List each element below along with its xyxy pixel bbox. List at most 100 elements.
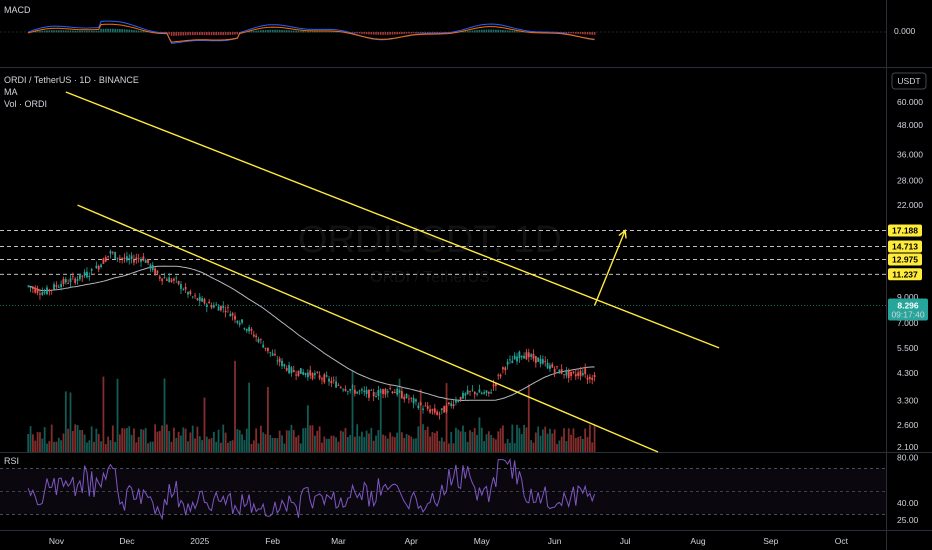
- macd-histogram-bar: [579, 32, 582, 35]
- macd-histogram-bar: [408, 32, 410, 34]
- macd-histogram-bar: [567, 32, 570, 34]
- candle: [36, 285, 39, 296]
- volume-bar: [29, 426, 32, 452]
- macd-histogram-bar: [375, 32, 377, 35]
- macd-histogram-bar: [593, 32, 596, 35]
- candle: [168, 273, 171, 283]
- volume-bar: [116, 378, 119, 452]
- candle: [361, 387, 363, 395]
- volume-bar: [332, 435, 335, 452]
- candle: [365, 386, 368, 398]
- volume-bar: [149, 441, 152, 452]
- volume-bar: [102, 376, 105, 452]
- candle: [95, 261, 98, 269]
- candle: [346, 390, 349, 395]
- channel-lower-line[interactable]: [77, 204, 659, 453]
- macd-histogram-bar: [126, 29, 128, 33]
- time-tick-label: Sep: [763, 536, 778, 546]
- volume-bar: [88, 440, 91, 452]
- macd-histogram-bar: [330, 31, 333, 33]
- volume-bar: [436, 431, 439, 452]
- candle: [511, 355, 514, 364]
- candle: [93, 273, 95, 276]
- macd-histogram-bar: [386, 32, 389, 35]
- rsi-tick-label: 25.00: [897, 515, 919, 525]
- volume-bar: [382, 434, 384, 452]
- volume-bar: [591, 442, 594, 452]
- volume-bar: [74, 424, 77, 452]
- candle: [53, 281, 55, 291]
- macd-histogram-bar: [227, 32, 229, 35]
- volume-bar: [288, 430, 290, 452]
- projection-arrow[interactable]: [593, 230, 626, 306]
- volume-bar: [151, 441, 154, 452]
- volume-bar: [386, 438, 389, 452]
- candle: [478, 384, 481, 393]
- macd-histogram-bar: [398, 32, 401, 35]
- rsi-panel[interactable]: [0, 457, 886, 521]
- candle: [466, 385, 469, 395]
- level-badge: 17.188: [888, 224, 922, 237]
- macd-histogram-bar: [361, 32, 363, 34]
- macd-histogram-bar: [394, 32, 396, 35]
- volume-bar: [302, 428, 305, 452]
- candle: [546, 359, 549, 370]
- currency-button[interactable]: USDT: [891, 72, 927, 90]
- macd-histogram-bar: [140, 30, 142, 33]
- price-tick-label: 2.100: [897, 442, 919, 452]
- macd-histogram-bar: [471, 30, 474, 33]
- volume-bar: [356, 424, 359, 452]
- volume-bar: [36, 432, 39, 452]
- volume-bar: [523, 424, 525, 452]
- macd-histogram-bar: [384, 32, 387, 35]
- candle: [579, 367, 582, 381]
- macd-histogram-bar: [173, 32, 175, 36]
- volume-bar: [173, 427, 175, 452]
- volume-bar: [76, 425, 79, 452]
- candle: [530, 353, 533, 360]
- volume-bar: [429, 436, 431, 452]
- volume-bar: [62, 433, 65, 452]
- volume-bar: [163, 378, 166, 452]
- candle: [335, 376, 337, 389]
- candle: [295, 370, 298, 381]
- volume-bar: [565, 441, 568, 452]
- macd-histogram-bar: [401, 32, 403, 34]
- countdown-label: 09:17:40: [891, 310, 924, 320]
- volume-bar: [370, 427, 373, 452]
- volume-bar: [41, 438, 44, 452]
- channel-upper-line[interactable]: [65, 91, 720, 349]
- volume-bar: [403, 437, 406, 452]
- macd-histogram-bar: [255, 30, 257, 33]
- volume-bar: [81, 430, 84, 452]
- volume-bar: [283, 443, 286, 452]
- candle: [386, 388, 389, 398]
- candles[interactable]: [27, 249, 596, 420]
- candle: [332, 376, 335, 384]
- volume-bar: [118, 434, 121, 452]
- candle: [210, 302, 213, 310]
- volume-bar: [295, 437, 298, 452]
- macd-histogram-bar: [511, 30, 514, 33]
- macd-histogram-bar: [443, 32, 445, 33]
- candle: [539, 354, 542, 368]
- candle: [534, 355, 537, 368]
- candle: [523, 352, 525, 359]
- macd-histogram-bar: [133, 30, 135, 33]
- descending-channel[interactable]: [65, 91, 720, 453]
- macd-histogram-bar: [354, 32, 356, 34]
- macd-histogram-bar: [170, 32, 173, 36]
- candle: [269, 351, 272, 357]
- macd-histogram-bar: [506, 30, 509, 33]
- volume-bar: [525, 427, 528, 452]
- macd-histogram-bar: [495, 29, 497, 33]
- macd-histogram-bar: [290, 30, 293, 33]
- macd-histogram-bar: [577, 32, 579, 34]
- volume-bar: [90, 426, 93, 452]
- volume-bar: [262, 432, 265, 452]
- macd-panel[interactable]: [0, 20, 886, 44]
- time-tick-label: 2025: [190, 536, 209, 546]
- time-tick-label: Oct: [835, 536, 849, 546]
- volume-bar: [311, 425, 314, 452]
